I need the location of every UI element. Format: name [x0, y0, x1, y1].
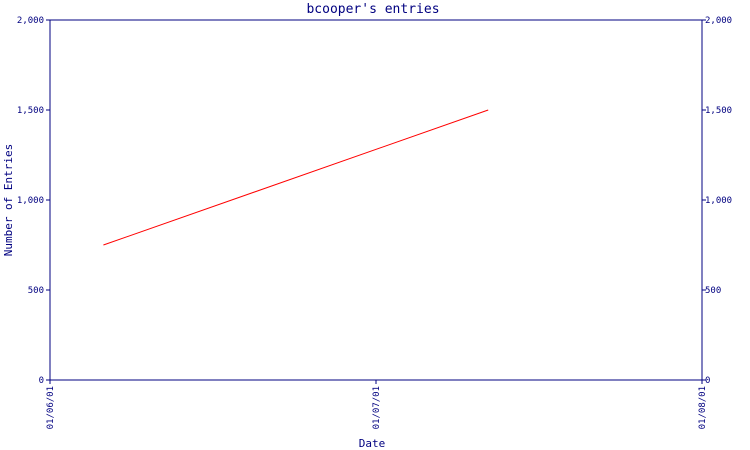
- x-tick-label: 01/06/01: [46, 386, 56, 429]
- x-tick-label: 01/07/01: [372, 386, 382, 429]
- y-tick-label-right: 500: [705, 286, 721, 296]
- y-tick-label-right: 2,000: [705, 16, 732, 26]
- series-layer: [103, 109, 489, 246]
- y-tick-label-left: 1,000: [17, 196, 44, 206]
- y-tick-label-left: 1,500: [17, 106, 44, 116]
- y-tick-label-right: 0: [705, 376, 710, 386]
- x-tick-label: 01/08/01: [698, 386, 708, 429]
- y-axis-left-ticks: 0 500 1,000 1,500 2,000: [17, 16, 50, 386]
- y-tick-label-left: 0: [39, 376, 44, 386]
- y-tick-label-left: 2,000: [17, 16, 44, 26]
- y-axis-right-ticks: 0 500 1,000 1,500 2,000: [702, 16, 732, 386]
- chart-title: bcooper's entries: [306, 2, 439, 17]
- y-axis-title: Number of Entries: [2, 144, 15, 257]
- series-line: [103, 109, 489, 246]
- y-tick-label-left: 500: [28, 286, 44, 296]
- x-axis-title: Date: [359, 437, 386, 450]
- x-axis-ticks: 01/06/01 01/07/01 01/08/01: [46, 380, 708, 429]
- y-tick-label-right: 1,500: [705, 106, 732, 116]
- y-tick-label-right: 1,000: [705, 196, 732, 206]
